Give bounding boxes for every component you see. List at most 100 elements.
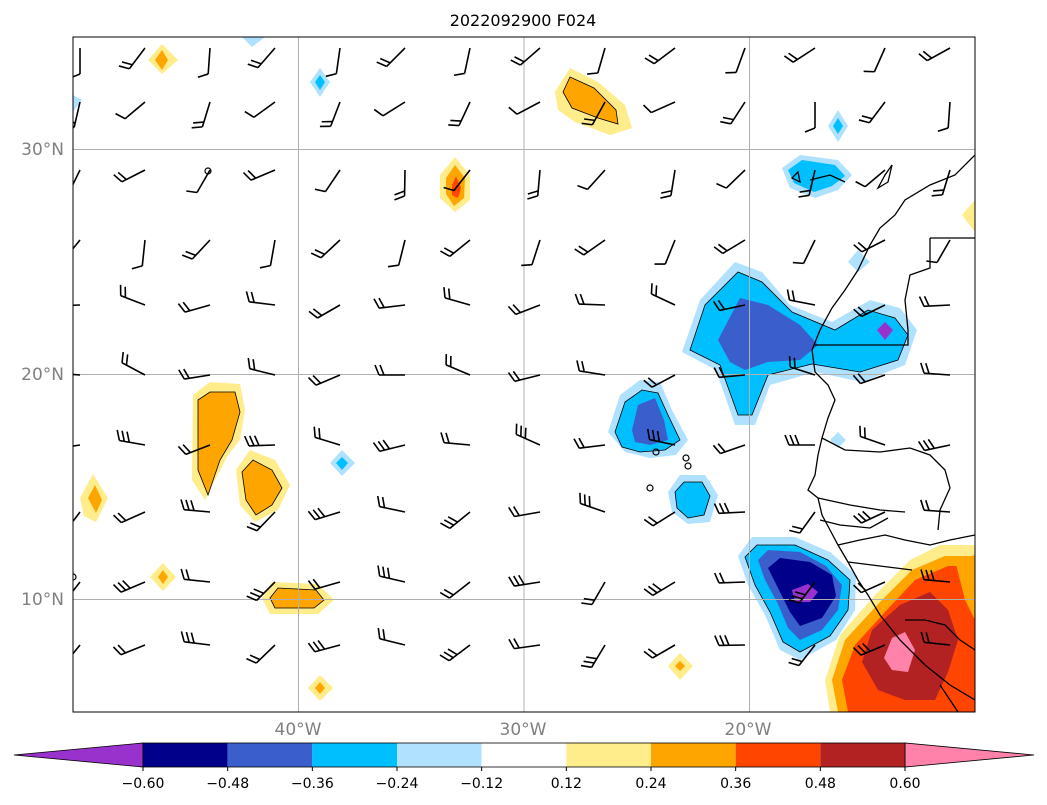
colorbar-segment [735,743,821,767]
wind-barb [178,368,211,380]
barb-flag [307,580,316,590]
wind-barb [508,638,541,650]
wind-barb [116,429,146,446]
wind-barb [115,101,146,120]
barb-flag [246,595,257,602]
barb-flag [783,55,794,63]
barb-flag [117,512,127,522]
wind-barb [852,643,886,656]
barb-flag [573,438,580,449]
barb-flag [56,250,66,259]
barb-flag [512,370,521,381]
wind-barb [73,304,81,307]
barb-flag [185,499,190,511]
wind-barb [643,374,676,388]
barb-flag [180,499,185,510]
contour-region [632,398,668,445]
wind-barb [376,47,406,68]
wind-barb [574,239,606,256]
barb-flag [377,627,381,639]
barb-flag [178,369,186,380]
barb-flag [920,499,925,511]
barb-flag [250,522,261,528]
barb-flag [313,426,316,438]
wind-barb [804,102,816,133]
barb-flag [852,584,862,594]
wind-barb [73,101,81,130]
barb-flag [54,527,64,536]
barb-flag [922,439,931,450]
barb-flag [249,591,261,598]
wind-barb [573,437,606,449]
wind-barb [191,101,211,129]
barb-flag [177,445,187,455]
barb-flag [923,295,930,307]
wind-barb [53,644,81,668]
wind-barb [853,304,886,318]
barb-staff [531,239,541,265]
wind-barb [373,101,406,117]
barb-flag [651,429,656,441]
barb-flag [182,444,191,454]
barb-flag [449,356,452,367]
wind-barb [920,499,951,513]
wind-barb [246,511,276,532]
barb-staff [73,239,81,261]
barb-flag [124,286,127,298]
barb-staff [196,169,211,193]
wind-barb [394,169,406,201]
colorbar-tick-label: 0.48 [805,776,836,792]
barb-flag [312,374,322,384]
barb-flag [725,71,737,74]
barb-flag [784,434,790,446]
barb-flag [190,632,195,644]
wind-barb [180,568,211,583]
wind-barb [374,364,405,376]
barb-flag [788,661,800,667]
wind-barb [521,239,541,267]
wind-barb [307,640,341,653]
barb-flag [643,518,654,527]
barb-flag [579,293,585,305]
barb-flag [512,506,520,517]
coastline-segment [847,561,913,571]
barb-flag [515,423,518,435]
barb-flag [372,442,381,452]
barb-staff [802,239,816,264]
barb-staff [207,47,211,74]
contour-region [718,298,818,370]
barb-staff [936,239,951,263]
barb-flag [325,72,337,78]
barb-flag [788,356,792,368]
barb-staff [516,101,541,115]
colorbar-tick-label: −0.60 [122,776,165,792]
barb-flag [245,291,250,303]
wind-barb [307,578,341,590]
barb-flag [180,631,185,643]
barb-flag [514,56,525,63]
wind-barb [319,101,341,128]
barb-flag [508,106,518,115]
barb-flag [250,59,262,65]
barb-staff [597,47,606,74]
barb-flag [242,171,252,181]
barb-flag [863,70,875,73]
barb-flag [53,659,63,668]
barb-staff [382,101,406,117]
wind-barb [177,301,211,313]
barb-flag [56,655,66,664]
barb-flag [307,642,316,653]
wind-barb [784,434,815,446]
lat-label-20n: 20°N [21,365,64,385]
wind-barb [180,499,211,513]
barb-flag [126,431,131,443]
coastline-segment [817,497,906,513]
wind-barb [373,297,406,309]
wind-barb [377,627,406,646]
wind-barb [376,495,406,513]
wind-barb [307,374,341,386]
barb-flag [508,638,515,650]
barb-flag [377,565,381,577]
barb-flag [443,186,455,192]
